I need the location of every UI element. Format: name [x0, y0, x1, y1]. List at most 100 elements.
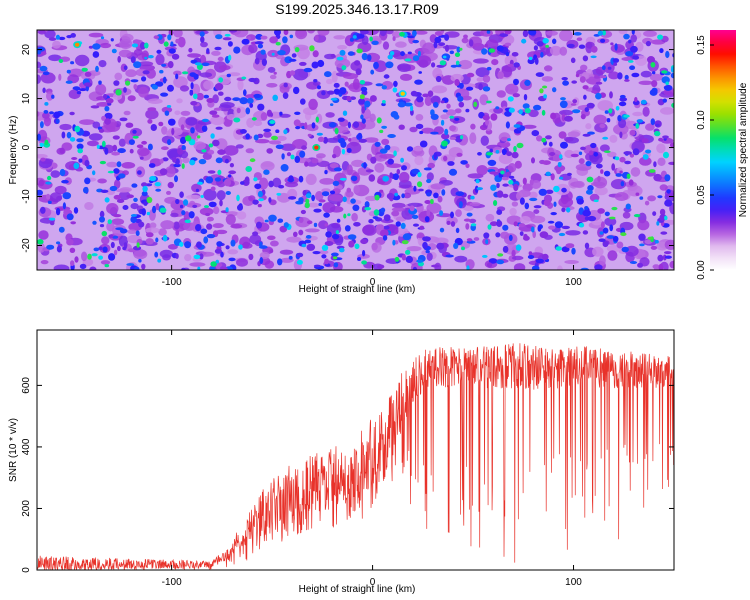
heatmap-peak — [74, 42, 80, 47]
heatmap-cell — [79, 119, 95, 125]
heatmap-cell — [318, 220, 329, 230]
heatmap-cell — [454, 108, 462, 114]
heatmap-cell — [422, 236, 431, 242]
heatmap-cell — [141, 76, 147, 82]
heatmap-cell — [75, 54, 90, 67]
heatmap-cell — [531, 130, 540, 137]
heatmap-cell — [599, 231, 604, 235]
heatmap-cell — [189, 72, 197, 77]
heatmap-cell — [98, 80, 102, 85]
heatmap-cell — [154, 251, 159, 258]
heatmap-cell — [413, 223, 419, 227]
heatmap-cell — [586, 102, 595, 109]
heatmap-cell — [628, 60, 634, 63]
heatmap-cell — [616, 241, 624, 249]
heatmap-cell — [584, 107, 589, 113]
heatmap-cell — [561, 187, 567, 193]
heatmap-cell — [284, 56, 293, 64]
heatmap-cell — [159, 69, 164, 74]
heatmap-cell — [560, 141, 568, 149]
heatmap-cell — [460, 83, 476, 89]
heatmap-cell — [377, 264, 385, 269]
heatmap-cell — [191, 83, 201, 96]
heatmap-cell — [70, 260, 75, 267]
heatmap-cell — [229, 163, 234, 168]
heatmap-cell — [329, 163, 339, 169]
heatmap-cell — [326, 78, 333, 85]
heatmap-cell — [275, 41, 281, 46]
heatmap-cell — [182, 71, 189, 75]
heatmap-cell — [108, 234, 114, 238]
heatmap-cell — [352, 35, 357, 39]
heatmap-cell — [138, 258, 142, 263]
heatmap-cell — [513, 62, 520, 68]
heatmap-cell — [450, 73, 464, 83]
colorbar-label: Normalized spectral amplitude — [738, 82, 749, 217]
heatmap-cell — [556, 167, 562, 175]
heatmap-cell — [419, 130, 424, 135]
heatmap-cell — [118, 49, 132, 58]
heatmap-cell — [191, 183, 202, 193]
heatmap-cell — [210, 186, 216, 191]
heatmap-cell — [357, 257, 362, 261]
heatmap-cell — [623, 151, 632, 155]
heatmap-cell — [596, 163, 603, 169]
heatmap-cell — [389, 51, 395, 56]
heatmap-cell — [333, 35, 346, 40]
heatmap-cell — [564, 260, 579, 264]
heatmap-cell — [142, 185, 148, 193]
heatmap-cell — [135, 230, 140, 236]
heatmap-cell — [236, 258, 248, 267]
heatmap-cell — [236, 107, 241, 114]
heatmap-cell — [601, 65, 606, 71]
heatmap-cell — [205, 176, 214, 184]
heatmap-cell — [239, 129, 247, 134]
heatmap-cell — [127, 229, 137, 234]
heatmap-cell — [395, 221, 401, 227]
heatmap-cell — [508, 107, 515, 113]
heatmap-cell — [43, 116, 52, 127]
heatmap-cell — [579, 76, 586, 83]
heatmap-cell — [500, 136, 509, 142]
heatmap-cell — [387, 158, 395, 165]
heatmap-cell — [66, 131, 72, 139]
heatmap-cell — [552, 38, 557, 45]
heatmap-cell — [383, 225, 390, 230]
heatmap-cell — [495, 149, 500, 154]
heatmap-cell — [227, 41, 233, 47]
heatmap-cell — [501, 65, 513, 78]
heatmap-cell — [430, 183, 446, 190]
heatmap-cell — [650, 245, 658, 250]
heatmap-cell — [584, 242, 590, 249]
heatmap-cell — [553, 201, 557, 207]
heatmap-cell — [232, 30, 249, 38]
heatmap-cell — [536, 135, 543, 142]
heatmap-cell — [648, 169, 656, 173]
heatmap-cell — [126, 263, 135, 266]
heatmap-cell — [268, 214, 277, 222]
heatmap-cell — [343, 213, 347, 219]
heatmap-cell — [113, 194, 122, 200]
heatmap-cell — [355, 68, 362, 76]
heatmap-cell — [507, 138, 511, 142]
heatmap-cell — [531, 226, 535, 233]
heatmap-cell — [365, 169, 374, 173]
heatmap-cell — [578, 44, 586, 49]
heatmap-cell — [330, 103, 334, 106]
heatmap-cell — [174, 175, 178, 183]
heatmap-cell — [458, 101, 465, 108]
heatmap-cell — [100, 260, 111, 265]
heatmap-cell — [61, 142, 73, 151]
heatmap-cell — [298, 229, 304, 236]
heatmap-cell — [342, 73, 359, 80]
heatmap-cell — [391, 207, 406, 212]
heatmap-cell — [426, 252, 433, 261]
heatmap-cell — [121, 162, 136, 169]
heatmap-cell — [558, 232, 566, 237]
spectrogram-speckles — [37, 30, 674, 270]
heatmap-cell — [456, 152, 463, 157]
heatmap-cell — [444, 34, 450, 41]
heatmap-cell — [461, 246, 465, 251]
heatmap-cell — [658, 137, 664, 142]
heatmap-cell — [392, 87, 398, 93]
